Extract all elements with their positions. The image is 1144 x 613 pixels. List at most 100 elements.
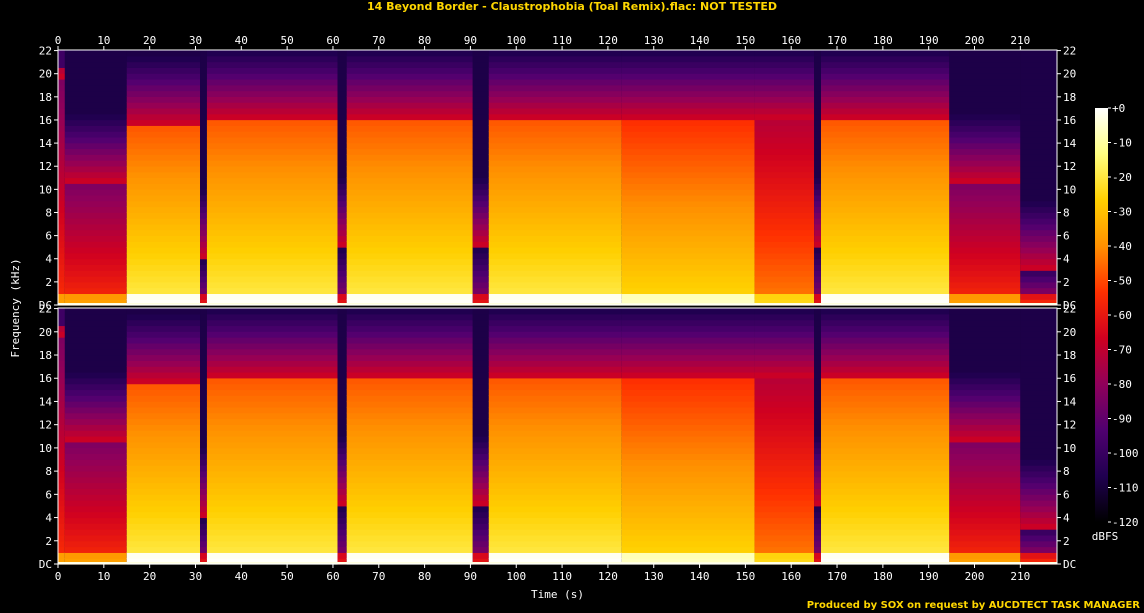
spectrogram-cell	[346, 395, 473, 402]
spectrogram-cell	[58, 465, 65, 472]
spectrogram-cell	[472, 331, 489, 338]
spectrogram-cell	[337, 229, 347, 237]
spectrogram-cell	[200, 78, 207, 86]
spectrogram-cell	[814, 476, 821, 484]
spectrogram-cell	[621, 299, 755, 306]
spectrogram-cell	[58, 540, 65, 548]
spectrogram-cell	[200, 189, 207, 196]
spectrogram-cell	[754, 229, 815, 237]
spectrogram-cell	[949, 194, 1021, 202]
spectrogram-cell	[200, 102, 207, 109]
spectrogram-cell	[949, 558, 1021, 565]
spectrogram-cell	[1020, 136, 1057, 144]
spectrogram-cell	[1020, 412, 1057, 420]
spectrogram-cell	[949, 148, 1021, 155]
spectrogram-cell	[488, 331, 622, 338]
spectrogram-cell	[472, 313, 489, 321]
spectrogram-cell	[206, 136, 338, 144]
spectrogram-cell	[949, 90, 1021, 97]
spectrogram-cell	[949, 102, 1021, 109]
spectrogram-cell	[1020, 441, 1057, 449]
spectrogram-cell	[472, 183, 489, 190]
spectrogram-cell	[58, 96, 65, 103]
spectrogram-cell	[488, 229, 622, 237]
spectrogram-cell	[126, 183, 201, 190]
spectrogram-cell	[337, 264, 347, 271]
spectrogram-cell	[621, 395, 755, 402]
spectrogram-cell	[472, 171, 489, 179]
y-tick-label: 2	[1063, 276, 1070, 289]
spectrogram-cell	[64, 430, 127, 437]
colorbar-tick-label: -120	[1112, 516, 1139, 529]
spectrogram-cell	[1020, 154, 1057, 161]
spectrogram-cell	[346, 171, 473, 179]
spectrogram-cell	[200, 476, 207, 484]
spectrogram-cell	[949, 61, 1021, 68]
spectrogram-cell	[814, 50, 821, 57]
spectrogram-cell	[58, 206, 65, 213]
spectrogram-cell	[64, 546, 127, 553]
spectrogram-cell	[820, 465, 950, 472]
spectrogram-cell	[488, 430, 622, 437]
spectrogram-cell	[488, 148, 622, 155]
spectrogram-cell	[949, 84, 1021, 92]
spectrogram-cell	[206, 360, 338, 367]
spectrogram-cell	[337, 107, 347, 115]
spectrogram-cell	[1020, 223, 1057, 231]
spectrogram-cell	[337, 102, 347, 109]
spectrogram-cell	[206, 223, 338, 231]
y-tick-label: 14	[1063, 395, 1077, 408]
y-tick-label: 16	[39, 114, 52, 127]
spectrogram-cell	[754, 401, 815, 408]
spectrogram-cell	[64, 494, 127, 501]
spectrogram-cell	[820, 55, 950, 63]
spectrogram-cell	[949, 229, 1021, 237]
spectrogram-cell	[820, 325, 950, 332]
spectrogram-cell	[488, 546, 622, 553]
spectrogram-cell	[814, 447, 821, 455]
spectrogram-cell	[206, 511, 338, 519]
y-tick-label: DC	[1063, 299, 1076, 312]
spectrogram-cell	[488, 313, 622, 321]
spectrogram-cell	[126, 142, 201, 150]
y-tick-label: 2	[45, 535, 52, 548]
spectrogram-cell	[126, 476, 201, 484]
y-tick-label: DC	[1063, 558, 1076, 571]
spectrogram-cell	[200, 90, 207, 97]
spectrogram-cell	[814, 430, 821, 437]
y-tick-label: 12	[39, 160, 52, 173]
spectrogram-cell	[58, 50, 65, 57]
spectrogram-cell	[754, 430, 815, 437]
spectrogram-cell	[1020, 229, 1057, 237]
spectrogram-cell	[200, 107, 207, 115]
spectrogram-cell	[206, 505, 338, 513]
y-tick-label: 4	[1063, 512, 1070, 525]
spectrogram-cell	[472, 505, 489, 513]
spectrogram-cell	[58, 235, 65, 242]
spectrogram-cell	[814, 523, 821, 530]
spectrogram-cell	[472, 281, 489, 289]
spectrogram-cell	[200, 540, 207, 548]
spectrogram-cell	[1020, 482, 1057, 489]
spectrogram-cell	[337, 308, 347, 315]
spectrogram-cell	[346, 308, 473, 315]
spectrogram-cell	[200, 383, 207, 391]
spectrogram-cell	[820, 476, 950, 484]
spectrogram-cell	[621, 136, 755, 144]
spectrogram-cell	[949, 424, 1021, 431]
spectrogram-cell	[346, 558, 473, 565]
spectrogram-cell	[346, 453, 473, 460]
spectrogram-cell	[472, 511, 489, 519]
spectrogram-cell	[949, 131, 1021, 138]
spectrogram-cell	[621, 276, 755, 283]
spectrogram-cell	[1020, 241, 1057, 248]
spectrogram-cell	[814, 90, 821, 97]
spectrogram-cell	[814, 212, 821, 219]
spectrogram-cell	[200, 258, 207, 266]
spectrogram-cell	[820, 171, 950, 179]
spectrogram-cell	[337, 383, 347, 391]
spectrogram-cell	[754, 61, 815, 68]
spectrogram-cell	[126, 534, 201, 542]
spectrogram-cell	[200, 348, 207, 356]
colorbar-tick-label: -10	[1112, 137, 1132, 150]
